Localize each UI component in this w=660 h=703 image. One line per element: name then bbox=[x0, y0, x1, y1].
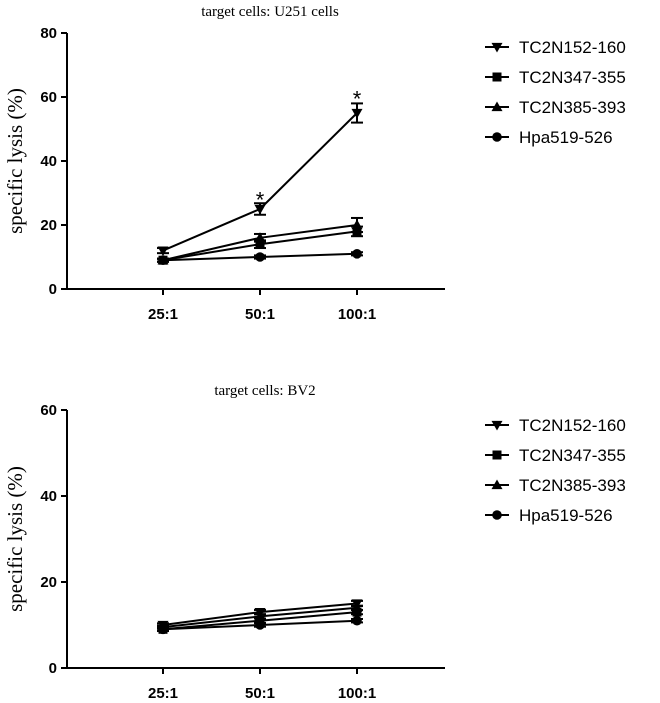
legend-label: TC2N152-160 bbox=[519, 38, 626, 57]
legend-marker bbox=[492, 450, 502, 460]
legend-marker bbox=[492, 132, 502, 142]
legend-marker bbox=[491, 101, 503, 112]
y-axis-label: specific lysis (%) bbox=[3, 466, 27, 612]
data-point bbox=[254, 232, 266, 242]
legend-marker bbox=[491, 420, 503, 431]
significance-star: * bbox=[353, 87, 362, 112]
series-Hpa519-526 bbox=[157, 615, 363, 635]
legend-label: Hpa519-526 bbox=[519, 506, 613, 525]
x-tick-label: 50:1 bbox=[245, 685, 275, 702]
legend: TC2N152-160 TC2N347-355 TC2N385-393 Hpa519-… bbox=[485, 38, 626, 147]
y-tick-label: 0 bbox=[49, 660, 57, 677]
chart-1: target cells: U251 cells specific lysis (… bbox=[3, 4, 626, 323]
legend-label: Hpa519-526 bbox=[519, 128, 613, 147]
legend-marker bbox=[491, 42, 503, 53]
data-point bbox=[255, 239, 265, 249]
data-point bbox=[157, 246, 169, 257]
y-tick-label: 40 bbox=[40, 488, 57, 505]
chart-title: target cells: U251 cells bbox=[201, 4, 339, 20]
legend-marker bbox=[491, 479, 503, 490]
data-point bbox=[351, 602, 363, 612]
legend: TC2N152-160 TC2N347-355 TC2N385-393 Hpa519-… bbox=[485, 416, 626, 525]
y-tick-label: 80 bbox=[40, 25, 57, 42]
data-point bbox=[158, 624, 168, 635]
x-tick-label: 25:1 bbox=[148, 306, 178, 323]
x-tick-label: 100:1 bbox=[338, 685, 376, 702]
y-axis-label: specific lysis (%) bbox=[3, 88, 27, 234]
legend-label: TC2N385-393 bbox=[519, 98, 626, 117]
data-point bbox=[351, 219, 363, 230]
data-point bbox=[352, 249, 362, 259]
y-tick-label: 20 bbox=[40, 217, 57, 234]
x-tick-label: 25:1 bbox=[148, 685, 178, 702]
data-point bbox=[255, 620, 265, 630]
y-tick-label: 60 bbox=[40, 89, 57, 106]
legend-label: TC2N347-355 bbox=[519, 68, 626, 87]
y-tick-label: 20 bbox=[40, 574, 57, 591]
data-point bbox=[254, 204, 266, 215]
legend-label: TC2N152-160 bbox=[519, 416, 626, 435]
x-tick-label: 100:1 bbox=[338, 306, 376, 323]
legend-label: TC2N347-355 bbox=[519, 446, 626, 465]
series-Hpa519-526 bbox=[157, 249, 363, 265]
data-point bbox=[352, 607, 362, 617]
chart-2: target cells: BV2 specific lysis (%) 0 20 40… bbox=[3, 383, 626, 702]
y-tick-label: 40 bbox=[40, 153, 57, 170]
y-tick-label: 0 bbox=[49, 281, 57, 298]
x-tick-label: 50:1 bbox=[245, 306, 275, 323]
legend-label: TC2N385-393 bbox=[519, 476, 626, 495]
series-line bbox=[162, 112, 358, 252]
y-tick-label: 60 bbox=[40, 402, 57, 419]
data-point bbox=[254, 610, 266, 621]
chart-title: target cells: BV2 bbox=[214, 383, 315, 399]
series-TC2N152-160 bbox=[157, 102, 363, 257]
data-point bbox=[352, 615, 362, 626]
data-point bbox=[158, 255, 168, 265]
legend-marker bbox=[492, 510, 502, 520]
significance-star: * bbox=[256, 187, 265, 212]
legend-marker bbox=[492, 72, 502, 82]
data-point bbox=[351, 108, 363, 119]
data-point bbox=[255, 252, 265, 262]
